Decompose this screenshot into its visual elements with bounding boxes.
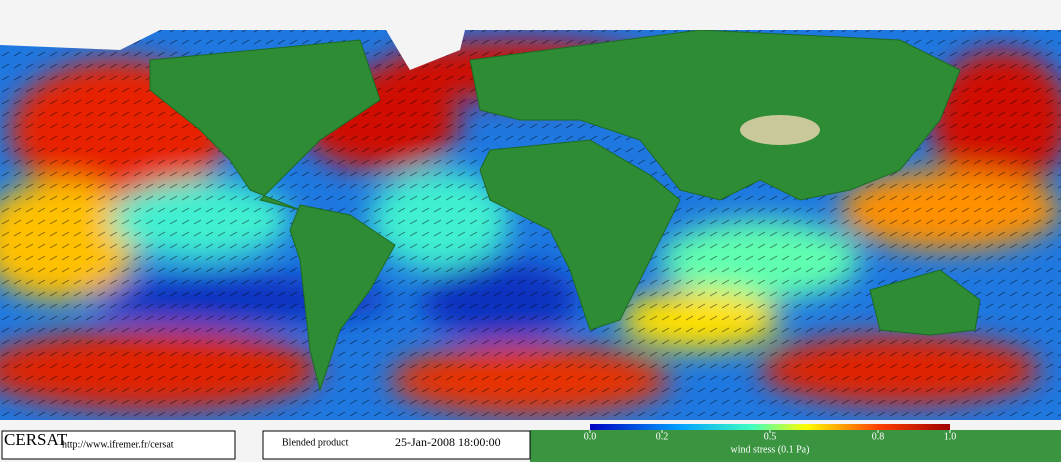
colorbar-gradient <box>590 424 950 430</box>
product: Blended product <box>282 437 349 448</box>
colorbar-label: wind stress (0.1 Pa) <box>731 444 810 455</box>
url: http://www.ifremer.fr/cersat <box>62 439 174 450</box>
product-box <box>262 430 531 460</box>
source-box <box>1 430 236 460</box>
colorbar-tick-label: 0.0 <box>584 431 597 442</box>
colorbar-tick-label: 0.2 <box>656 431 669 442</box>
antarctica <box>530 430 1061 462</box>
colorbar-tick-label: 0.5 <box>764 431 777 442</box>
date: 25-Jan-2008 18:00:00 <box>395 435 501 449</box>
logo: CERSAT <box>4 430 68 449</box>
colorbar: wind stress (0.1 Pa) 0.0 0.2 0.5 0.8 1.0 <box>584 424 957 455</box>
colorbar-tick-label: 1.0 <box>944 431 957 442</box>
info-box: CERSAT http://www.ifremer.fr/cersat Blen… <box>1 430 531 460</box>
land <box>149 29 981 392</box>
colorbar-tick-label: 0.8 <box>872 431 885 442</box>
